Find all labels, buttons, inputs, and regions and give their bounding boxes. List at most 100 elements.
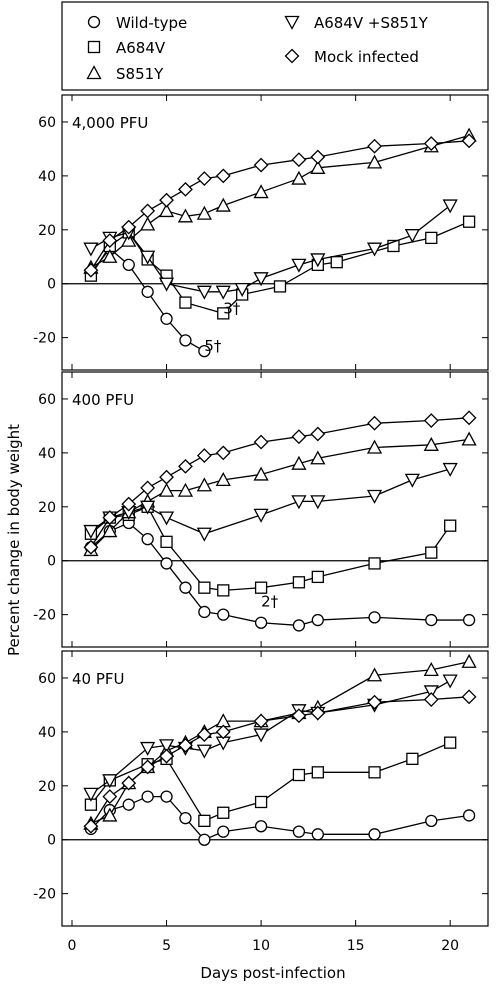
legend-box: [61, 1, 489, 91]
data-point-s851y: [461, 431, 477, 446]
data-point-s851y: [366, 667, 383, 682]
legend-marker-a684v: [87, 40, 101, 54]
data-point-a684v: [444, 519, 457, 532]
data-point-mock-infected: [310, 426, 326, 442]
data-point-a684v-s851y: [140, 500, 156, 515]
data-point-s851y: [291, 170, 307, 185]
data-point-mock-infected: [310, 149, 326, 165]
data-point-wild-type: [198, 605, 211, 619]
panel-title: 400 PFU: [72, 391, 134, 409]
data-point-a684v: [198, 581, 211, 594]
data-point-a684v-s851y: [158, 277, 175, 292]
data-point-a684v-s851y: [196, 744, 212, 759]
data-point-wild-type: [217, 608, 230, 621]
data-point-wild-type: [122, 258, 135, 272]
data-point-mock-infected: [102, 510, 118, 526]
data-point-wild-type: [141, 285, 154, 298]
legend-marker-mock-infected: [284, 48, 300, 64]
data-point-a684v-s851y: [215, 285, 231, 300]
death-annotation: 3†: [223, 299, 241, 317]
data-point-a684v-s851y: [83, 787, 99, 802]
series-a684v-s851y: [83, 199, 458, 300]
series-a684v: [84, 736, 457, 828]
data-point-wild-type: [368, 611, 381, 624]
y-tick-label: 40: [38, 169, 56, 185]
data-point-wild-type: [311, 828, 324, 841]
data-point-mock-infected: [159, 469, 174, 485]
data-point-mock-infected: [423, 692, 439, 707]
data-point-a684v: [292, 768, 306, 782]
panel-4-000-pfu: -20 0 20 40 60 4,000 PFU 3† 5†: [33, 94, 489, 371]
data-point-mock-infected: [215, 168, 231, 184]
data-point-wild-type: [368, 828, 381, 841]
data-point-s851y: [102, 248, 118, 263]
data-point-a684v-s851y: [366, 242, 383, 257]
data-point-a684v-s851y: [310, 495, 326, 510]
data-point-mock-infected: [253, 157, 269, 173]
data-point-a684v: [273, 280, 287, 293]
data-point-wild-type: [198, 833, 211, 846]
data-point-a684v: [254, 581, 268, 594]
death-annotation: 5†: [204, 337, 222, 355]
data-point-a684v: [425, 231, 438, 245]
data-point-mock-infected: [83, 262, 99, 278]
data-point-s851y: [215, 471, 231, 486]
data-point-mock-infected: [102, 233, 118, 249]
data-point-s851y: [310, 450, 326, 465]
data-point-a684v-s851y: [196, 285, 212, 300]
data-point-mock-infected: [83, 539, 99, 555]
data-point-mock-infected: [367, 138, 382, 154]
x-tick-label: 0: [68, 938, 77, 954]
data-point-mock-infected: [196, 171, 212, 186]
x-tick-label: 10: [252, 938, 270, 954]
legend-label-wild-type: Wild-type: [116, 14, 187, 32]
data-point-mock-infected: [159, 192, 174, 208]
panel-title: 40 PFU: [72, 670, 125, 688]
data-point-s851y: [461, 653, 477, 668]
data-point-wild-type: [198, 344, 211, 358]
data-point-a684v-s851y: [366, 489, 383, 504]
data-point-a684v: [217, 806, 230, 819]
shared-axes: Percent change in body weight Days post-…: [5, 424, 346, 982]
data-point-a684v-s851y: [423, 685, 439, 700]
data-point-a684v-s851y: [253, 272, 269, 287]
data-point-a684v-s851y: [102, 774, 118, 789]
panels: -20 0 20 40 60 4,000 PFU 3† 5† -20 0 20 40 60 400 PFU…: [33, 94, 489, 954]
data-point-s851y: [196, 477, 212, 492]
data-point-a684v-s851y: [196, 527, 212, 542]
data-point-a684v-s851y: [140, 250, 156, 265]
legend-marker-a684v-s851y: [284, 15, 300, 30]
data-point-s851y: [253, 184, 269, 199]
data-point-mock-infected: [461, 133, 477, 149]
data-point-s851y: [423, 436, 439, 451]
series-mock-infected: [83, 689, 477, 834]
data-point-a684v-s851y: [83, 242, 99, 257]
legend-label-a684v: A684V: [116, 39, 166, 57]
data-point-mock-infected: [102, 789, 118, 805]
data-point-s851y: [310, 159, 326, 174]
data-point-wild-type: [160, 790, 173, 803]
data-point-s851y: [177, 482, 194, 497]
panel-40-pfu: -20 0 20 40 60 0 5 10 15 20 40 PFU: [33, 650, 489, 954]
x-tick-label: 20: [441, 938, 459, 954]
series-a684v: [84, 500, 457, 597]
data-point-a684v-s851y: [310, 253, 326, 268]
data-point-mock-infected: [291, 152, 307, 168]
data-point-s851y: [423, 662, 439, 677]
data-point-a684v: [406, 752, 419, 765]
data-point-a684v: [160, 535, 173, 549]
legend-label-a684v-s851y: A684V +S851Y: [314, 14, 429, 32]
data-point-a684v: [292, 576, 306, 589]
panel-400-pfu: -20 0 20 40 60 400 PFU 2†: [33, 371, 489, 648]
data-point-mock-infected: [196, 448, 212, 463]
data-point-wild-type: [311, 613, 324, 627]
data-point-mock-infected: [253, 434, 269, 450]
legend-marker-s851y: [86, 65, 102, 80]
data-point-a684v-s851y: [442, 462, 458, 477]
data-point-mock-infected: [367, 694, 382, 710]
data-point-a684v-s851y: [253, 508, 269, 523]
data-point-a684v: [198, 814, 211, 828]
death-annotation: 2†: [261, 593, 279, 611]
data-point-a684v: [217, 307, 230, 320]
